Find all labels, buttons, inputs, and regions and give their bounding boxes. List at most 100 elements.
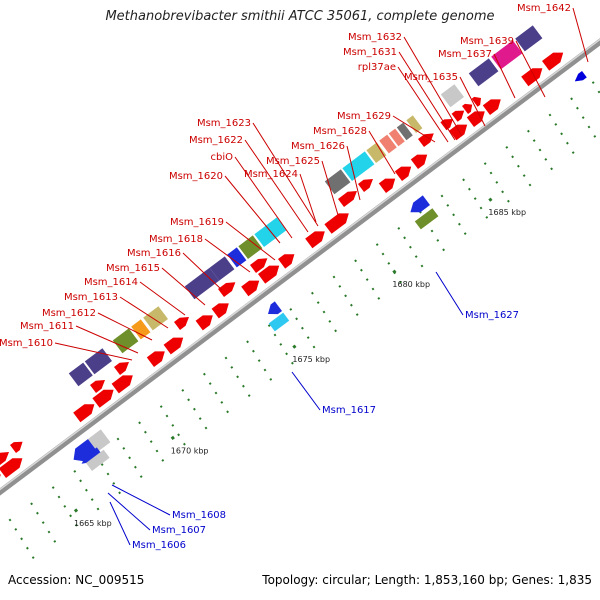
gene-label: cbiO — [211, 152, 234, 163]
ruler-minor-tick — [575, 106, 579, 110]
ruler-minor-tick — [312, 345, 316, 349]
forward-gene-arrow — [0, 452, 9, 465]
ruler-minor-tick — [230, 365, 234, 369]
forward-gene-block — [112, 328, 139, 354]
ruler-label: 1680 kbp — [392, 280, 430, 289]
ruler-minor-tick — [505, 146, 509, 149]
forward-gene-block — [440, 84, 464, 108]
ruler-minor-tick — [591, 81, 595, 84]
forward-gene-block — [209, 256, 235, 281]
genome-summary: Topology: circular; Length: 1,853,160 bp… — [262, 573, 592, 587]
ruler-minor-tick — [149, 440, 153, 444]
gene-label: Msm_1642 — [517, 3, 571, 14]
ruler-minor-tick — [220, 400, 224, 404]
gene-label: Msm_1625 — [266, 156, 320, 167]
forward-gene-block — [254, 217, 287, 247]
forward-gene-block — [515, 25, 543, 52]
ruler-minor-tick — [377, 296, 381, 300]
gene-label: Msm_1629 — [337, 111, 391, 122]
ruler-minor-tick — [242, 384, 245, 388]
ruler-minor-tick — [306, 336, 310, 340]
forward-gene-block — [324, 169, 351, 195]
forward-gene-block — [379, 134, 397, 154]
gene-label: Msm_1616 — [127, 248, 181, 259]
forward-gene-arrow — [174, 317, 189, 330]
forward-gene-arrow — [451, 110, 465, 122]
ruler-minor-tick — [371, 287, 375, 291]
ruler-minor-tick — [360, 268, 363, 272]
gene-label-leader — [244, 139, 309, 233]
ruler-minor-tick — [381, 252, 385, 256]
reverse-gene-arrow — [81, 447, 102, 464]
forward-gene-arrow — [324, 213, 349, 234]
ruler-minor-tick — [581, 116, 585, 119]
ruler-minor-tick — [489, 171, 493, 175]
forward-gene-block — [342, 151, 375, 181]
ruler-minor-tick — [587, 125, 591, 129]
ruler-minor-tick — [187, 398, 190, 402]
forward-gene-arrow — [90, 380, 105, 393]
gene-label: Msm_1614 — [84, 277, 138, 288]
gene-label-leader — [252, 122, 319, 227]
gene-label: Msm_1611 — [20, 321, 74, 332]
gene-label-leader — [119, 296, 169, 329]
gene-label-leader — [459, 76, 486, 127]
forward-gene-block — [366, 142, 387, 163]
forward-gene-arrow — [0, 474, 1, 478]
ruler-minor-tick — [354, 259, 357, 263]
ruler-minor-tick — [236, 375, 239, 379]
ruler-minor-tick — [90, 498, 94, 502]
gene-label: Msm_1635 — [404, 72, 458, 83]
ruler-minor-tick — [532, 139, 536, 142]
gene-label: Msm_1613 — [64, 292, 118, 303]
gene-label-leader — [204, 238, 251, 273]
gene-label-leader — [397, 66, 449, 143]
forward-gene-arrow — [542, 52, 564, 71]
ruler-minor-tick — [538, 148, 542, 152]
gene-label-leader — [493, 53, 516, 99]
ruler-minor-tick — [14, 527, 18, 531]
forward-gene-arrow — [358, 179, 373, 192]
ruler-minor-tick — [47, 530, 51, 534]
gene-label-leader — [368, 130, 396, 175]
forward-gene-arrow — [195, 315, 213, 331]
forward-gene-arrow — [471, 96, 481, 107]
topology-label: Topology: — [262, 573, 319, 587]
ruler-label: 1675 kbp — [292, 355, 330, 364]
accession-value: NC_009515 — [75, 573, 145, 587]
ruler-minor-tick — [112, 481, 116, 485]
ruler-minor-tick — [273, 333, 277, 337]
ruler-minor-tick — [430, 229, 434, 233]
ruler-minor-tick — [144, 430, 147, 434]
ruler-minor-tick — [446, 204, 450, 207]
ruler-minor-tick — [375, 243, 379, 246]
gene-label: Msm_1628 — [313, 126, 367, 137]
forward-gene-arrow — [0, 458, 23, 478]
ruler-minor-tick — [159, 405, 163, 409]
ruler-minor-tick — [31, 556, 35, 560]
forward-gene-arrow — [466, 111, 485, 127]
ruler-minor-tick — [414, 255, 418, 259]
ruler-minor-tick — [171, 423, 175, 427]
ruler-minor-tick — [51, 486, 55, 490]
ruler-minor-tick — [279, 342, 283, 346]
backbone-highlight — [0, 38, 600, 491]
ruler-minor-tick — [332, 275, 336, 279]
forward-gene-block — [468, 58, 499, 87]
ruler-minor-tick — [177, 433, 180, 437]
gene-label-leader — [75, 325, 139, 354]
ruler-minor-tick — [565, 141, 569, 145]
forward-gene-arrow — [521, 68, 543, 87]
ruler-minor-tick — [155, 449, 159, 453]
ruler-minor-tick — [8, 518, 12, 522]
forward-gene-arrow — [449, 124, 468, 141]
gene-label-leader — [398, 51, 456, 141]
ruler-minor-tick — [138, 421, 141, 425]
ruler-minor-tick — [516, 164, 520, 168]
ruler-minor-tick — [69, 514, 73, 518]
forward-gene-arrow — [410, 154, 428, 169]
reverse-gene-arrow — [268, 301, 282, 315]
forward-gene-arrow — [258, 265, 280, 284]
ruler-minor-tick — [96, 507, 100, 511]
